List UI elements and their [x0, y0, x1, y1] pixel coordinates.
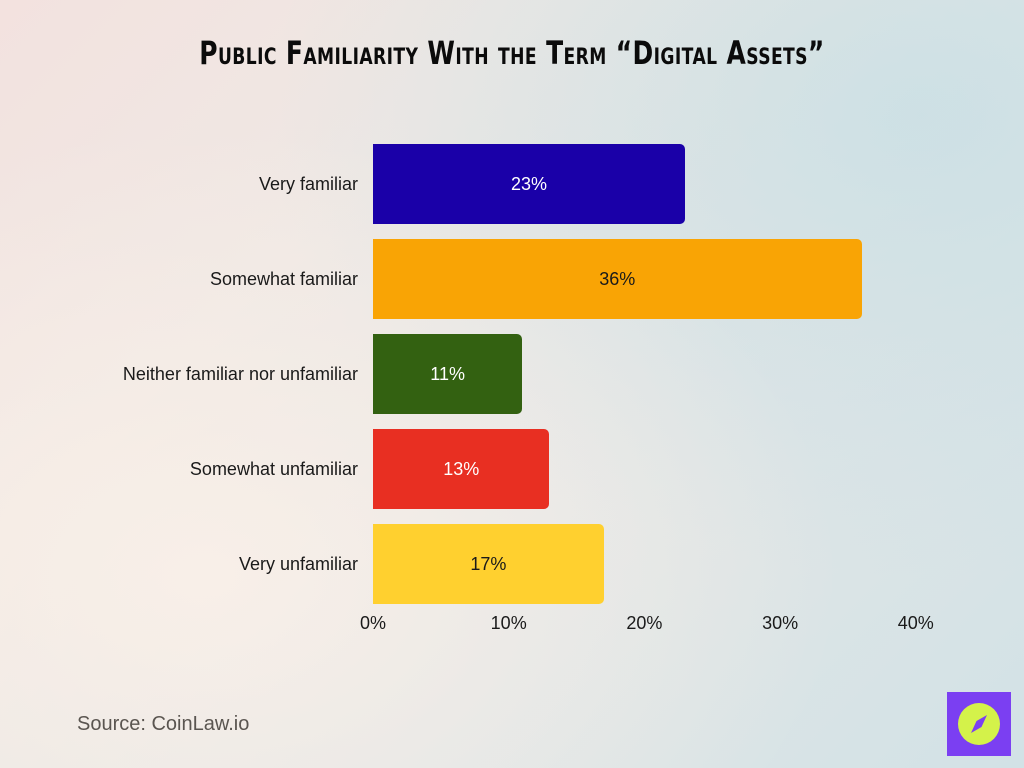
category-label: Very unfamiliar	[238, 554, 358, 574]
bar: 11%	[373, 334, 523, 414]
x-tick-label: 20%	[626, 613, 663, 633]
bar: 36%	[373, 239, 862, 319]
bar-value-label: 13%	[443, 458, 480, 479]
bar-value-label: 23%	[511, 173, 548, 194]
x-tick-label: 0%	[359, 613, 386, 633]
brand-logo	[947, 692, 1011, 756]
category-label: Very familiar	[258, 174, 358, 194]
bar-value-label: 17%	[470, 553, 507, 574]
x-tick-label: 40%	[897, 613, 934, 633]
bar-value-label: 36%	[599, 268, 636, 289]
category-label: Neither familiar nor unfamiliar	[122, 364, 358, 384]
compass-icon	[958, 703, 1000, 745]
bar: 17%	[373, 524, 604, 604]
chart-title: Public Familiarity With the Term “Digita…	[199, 34, 825, 72]
category-label: Somewhat unfamiliar	[189, 459, 358, 479]
category-label: Somewhat familiar	[209, 269, 358, 289]
x-tick-label: 30%	[762, 613, 799, 633]
source-note: Source: CoinLaw.io	[77, 713, 250, 735]
bar: 13%	[373, 429, 550, 509]
bar: 23%	[373, 144, 686, 224]
x-tick-label: 10%	[490, 613, 527, 633]
bar-value-label: 11%	[430, 363, 465, 384]
